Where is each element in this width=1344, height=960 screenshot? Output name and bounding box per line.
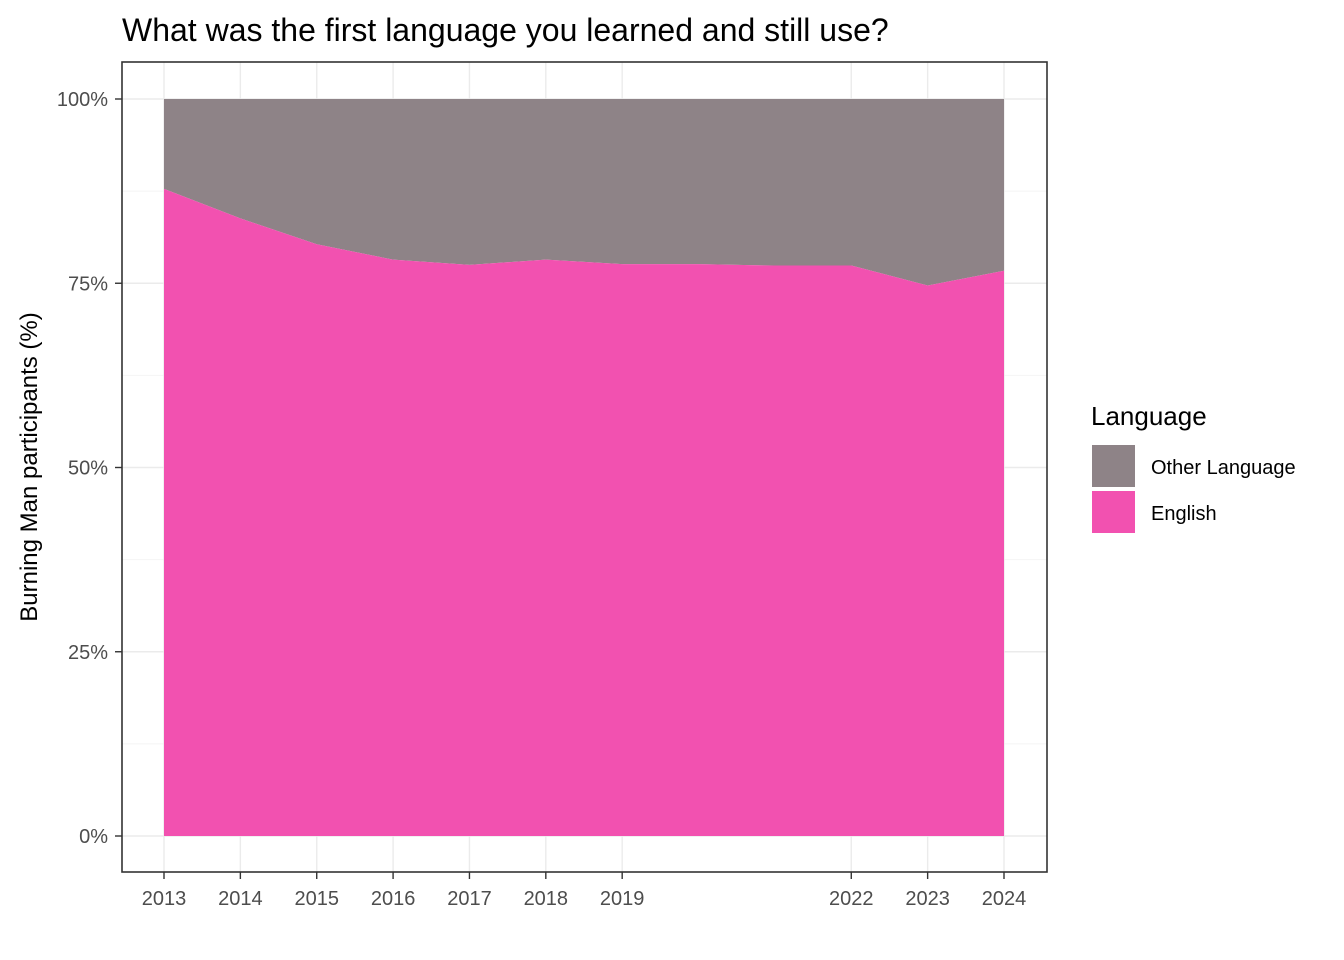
x-tick-label: 2023: [905, 888, 950, 910]
area-series: [164, 99, 1004, 836]
area-english: [164, 188, 1004, 836]
y-axis: 0% 25% 50% 75% 100%: [57, 89, 122, 848]
x-tick-label: 2016: [371, 888, 416, 910]
legend-items: Other Language English: [1092, 445, 1296, 533]
legend: Language Other Language English: [1091, 401, 1296, 533]
y-axis-title: Burning Man participants (%): [16, 312, 43, 621]
x-tick-label: 2014: [218, 888, 263, 910]
x-tick-label: 2018: [524, 888, 569, 910]
legend-label: Other Language: [1151, 457, 1296, 479]
x-axis: 2013 2014 2015 2016 2017 2018 2019 2022 2023 2024: [142, 872, 1027, 910]
y-tick-label: 50%: [68, 458, 108, 480]
chart-title: What was the first language you learned …: [122, 12, 889, 48]
x-tick-label: 2013: [142, 888, 187, 910]
x-tick-label: 2015: [294, 888, 339, 910]
legend-swatch: [1092, 445, 1135, 487]
x-tick-label: 2019: [600, 888, 645, 910]
y-tick-label: 0%: [79, 826, 108, 848]
legend-swatch: [1092, 491, 1135, 533]
area-other-language: [164, 99, 1004, 286]
y-tick-label: 75%: [68, 273, 108, 295]
x-tick-label: 2024: [982, 888, 1027, 910]
x-tick-label: 2017: [447, 888, 492, 910]
legend-title: Language: [1091, 401, 1207, 431]
legend-label: English: [1151, 503, 1217, 525]
y-tick-label: 25%: [68, 642, 108, 664]
y-tick-label: 100%: [57, 89, 108, 111]
x-tick-label: 2022: [829, 888, 874, 910]
